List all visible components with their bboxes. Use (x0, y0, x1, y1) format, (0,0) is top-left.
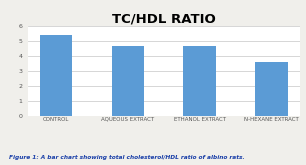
Bar (255, 62, 288, 116)
Title: TC/HDL RATIO: TC/HDL RATIO (112, 12, 216, 25)
Bar (112, 47, 144, 116)
Text: Figure 1: A bar chart showing total cholesterol/HDL ratio of albino rats.: Figure 1: A bar chart showing total chol… (9, 155, 245, 160)
Bar (40, 35, 72, 116)
Bar (183, 47, 216, 116)
